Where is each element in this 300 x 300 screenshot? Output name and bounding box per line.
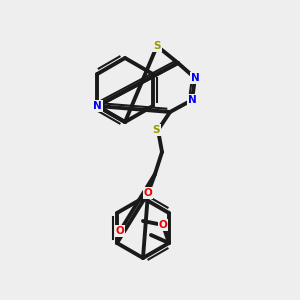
Text: N: N: [188, 95, 196, 105]
Text: O: O: [116, 226, 124, 236]
Text: S: S: [152, 125, 160, 135]
Text: O: O: [144, 188, 152, 198]
Text: O: O: [159, 220, 167, 230]
Text: S: S: [153, 41, 161, 51]
Text: N: N: [190, 73, 200, 83]
Text: N: N: [93, 101, 102, 111]
